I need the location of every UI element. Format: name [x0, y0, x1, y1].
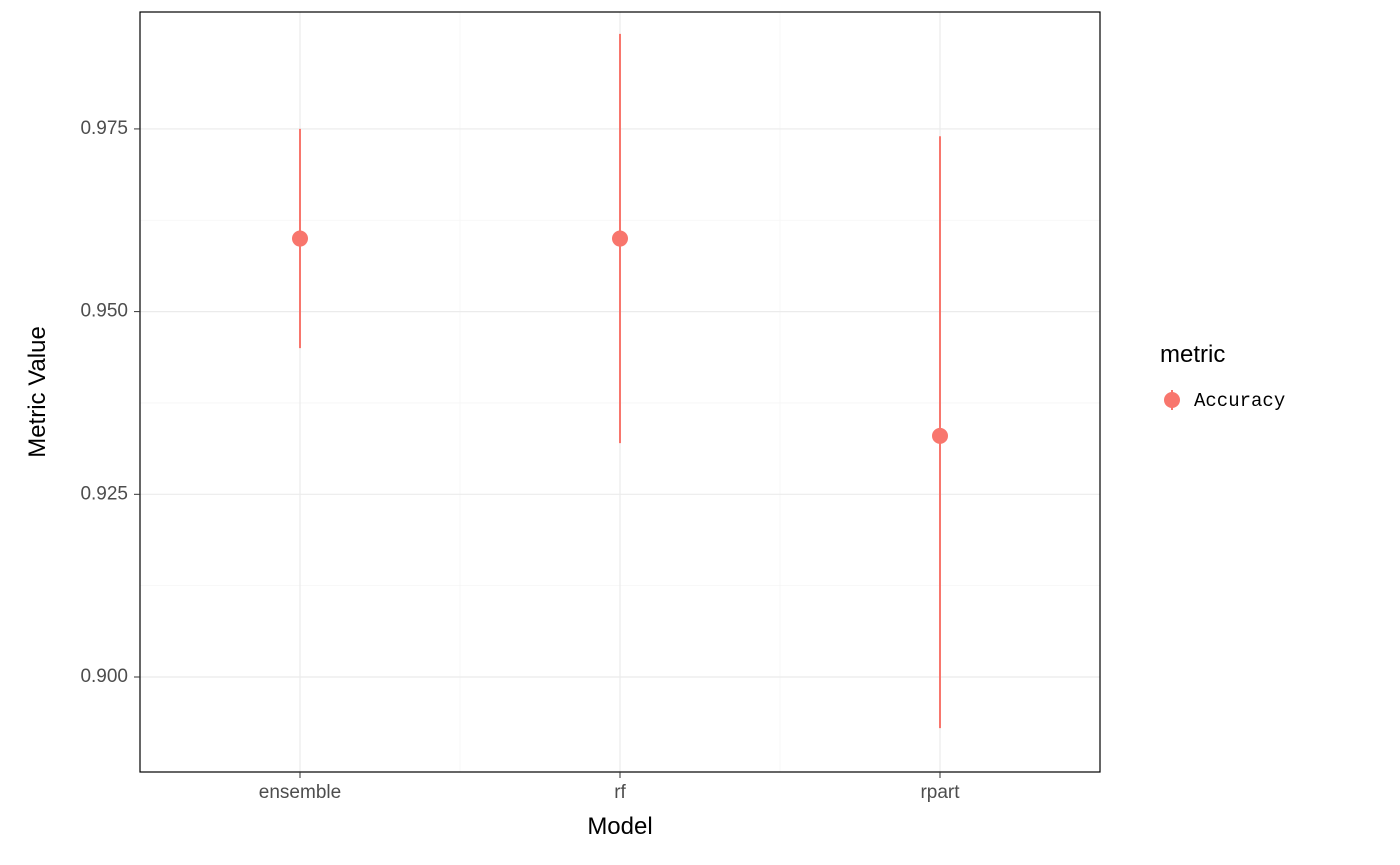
chart-container: 0.900 0.925 0.950 0.975 ensemble rf rpart Model…: [0, 0, 1400, 865]
data-point: [292, 231, 308, 247]
data-point: [612, 231, 628, 247]
x-tick-label: rpart: [920, 782, 960, 803]
legend-label: Accuracy: [1194, 390, 1285, 412]
y-tick-label: 0.900: [80, 666, 128, 687]
data-point: [932, 428, 948, 444]
y-tick-label: 0.950: [80, 301, 128, 322]
x-tick-label: rf: [614, 782, 626, 803]
legend-key-point: [1164, 392, 1180, 408]
y-axis-title: Metric Value: [24, 326, 51, 458]
y-tick-label: 0.975: [80, 118, 128, 139]
metric-chart: 0.900 0.925 0.950 0.975 ensemble rf rpart Model…: [0, 0, 1400, 865]
y-tick-label: 0.925: [80, 483, 128, 504]
x-tick-label: ensemble: [259, 782, 341, 803]
legend-title: metric: [1160, 341, 1225, 368]
x-axis-title: Model: [587, 813, 652, 840]
